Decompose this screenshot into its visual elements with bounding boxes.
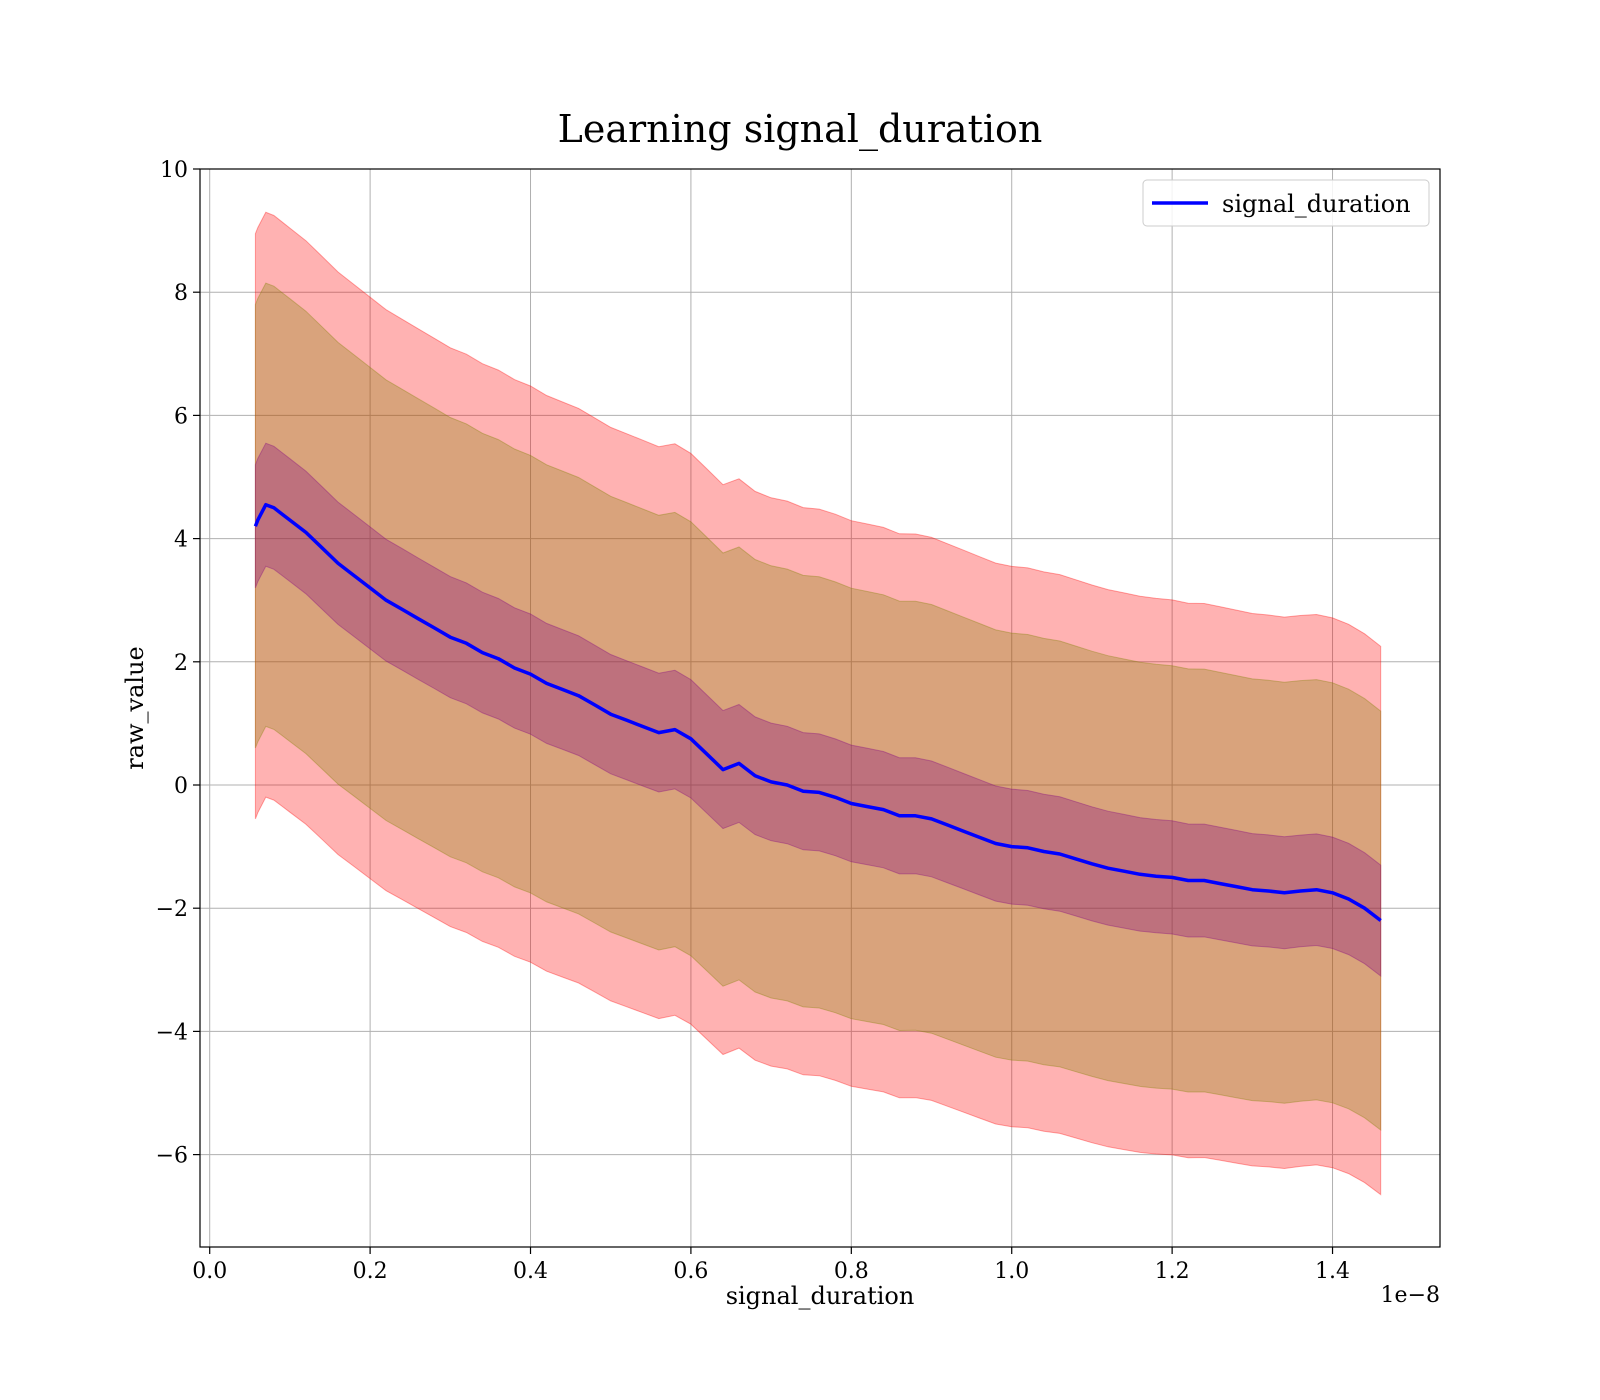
confidence-bands <box>254 211 1382 1196</box>
x-axis-ticks: 0.0 0.2 0.4 0.6 0.8 1.0 1.2 1.4 <box>192 1247 1350 1284</box>
band-inner <box>254 442 1382 978</box>
x-tick-label-1: 0.2 <box>353 1259 388 1284</box>
y-tick-label-7: 8 <box>174 281 188 306</box>
y-axis-label: raw_value <box>121 646 149 770</box>
legend-label: signal_duration <box>1222 190 1411 218</box>
x-tick-label-7: 1.4 <box>1315 1259 1350 1284</box>
x-tick-label-2: 0.4 <box>513 1259 548 1284</box>
y-tick-label-3: 0 <box>174 774 188 799</box>
y-tick-label-5: 4 <box>174 528 188 553</box>
y-tick-label-8: 10 <box>160 158 188 183</box>
x-offset-text: 1e−8 <box>1381 1283 1440 1308</box>
y-tick-label-4: 2 <box>174 651 188 676</box>
legend-box <box>1142 179 1430 227</box>
plot-frame <box>199 168 1441 1248</box>
y-tick-label-2: −2 <box>156 897 188 922</box>
x-tick-label-5: 1.0 <box>994 1259 1029 1284</box>
legend: signal_duration <box>1142 179 1430 227</box>
y-tick-label-6: 6 <box>174 404 188 429</box>
series-lines <box>253 502 1382 922</box>
x-tick-label-0: 0.0 <box>192 1259 227 1284</box>
y-axis-ticks: −6 −4 −2 0 2 4 6 8 10 <box>156 158 200 1169</box>
band-middle <box>254 282 1382 1132</box>
band-outer <box>254 211 1382 1196</box>
x-tick-label-3: 0.6 <box>673 1259 708 1284</box>
chart-title: Learning signal_duration <box>558 107 1043 152</box>
y-tick-label-1: −4 <box>156 1020 188 1045</box>
x-tick-label-6: 1.2 <box>1155 1259 1190 1284</box>
x-axis-label: signal_duration <box>726 1282 915 1310</box>
series-line-signal-duration <box>253 502 1382 922</box>
x-tick-label-4: 0.8 <box>834 1259 869 1284</box>
y-tick-label-0: −6 <box>156 1144 188 1169</box>
